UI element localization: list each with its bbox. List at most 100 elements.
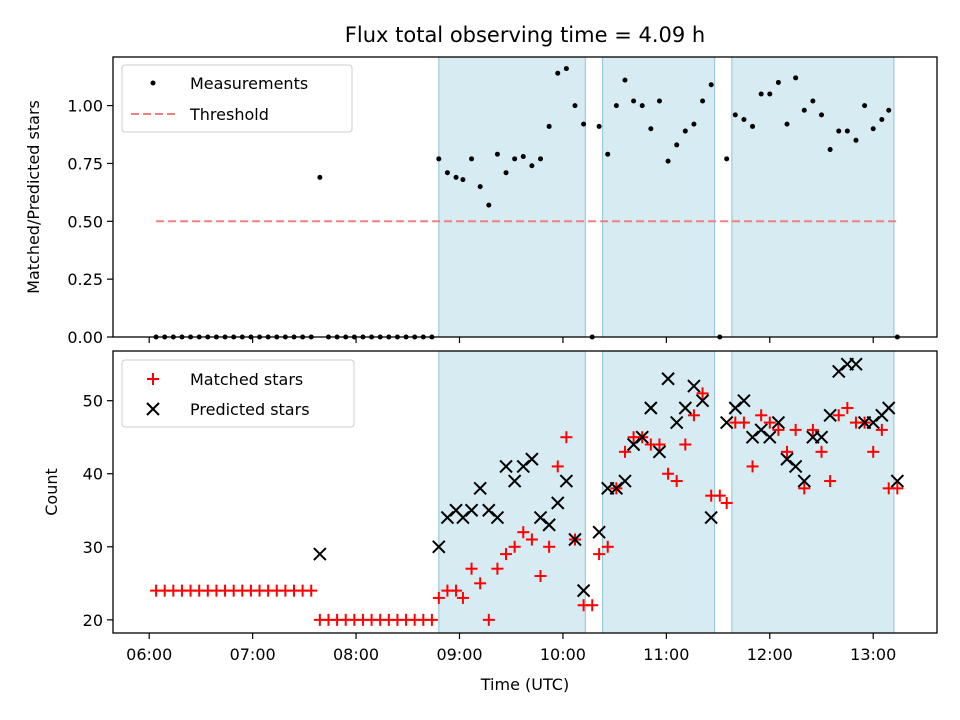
predicted-star-point — [771, 415, 786, 430]
predicted-star-point — [313, 547, 327, 561]
matched-star-point — [543, 540, 556, 553]
bottom-legend: Matched stars Predicted stars — [121, 359, 355, 428]
measurement-point — [469, 156, 475, 162]
bottom-y-tick-label: 20 — [83, 611, 103, 630]
matched-star-point — [525, 533, 538, 546]
measurement-point — [453, 174, 459, 180]
predicted-star-point — [687, 379, 701, 393]
predicted-star-point — [635, 430, 649, 444]
measurement-point — [801, 107, 807, 113]
predicted-star-point — [661, 372, 675, 386]
bottom-y-axis-label: Count — [42, 468, 61, 516]
measurement-point — [512, 156, 518, 162]
measurement-point — [529, 163, 535, 169]
matched-star-point — [696, 387, 709, 400]
bottom-legend-predicted-label: Predicted stars — [190, 400, 310, 419]
matched-star-point — [586, 599, 599, 612]
matched-star-point — [432, 591, 445, 604]
measurement-point — [622, 77, 628, 83]
x-tick-label: 12:00 — [747, 645, 793, 664]
measurement-point — [784, 121, 790, 127]
bottom-y-tick-label: 40 — [83, 465, 103, 484]
top-legend-measurements-marker — [150, 80, 156, 86]
measurement-point — [538, 156, 544, 162]
x-tick-label: 07:00 — [230, 645, 276, 664]
measurement-point — [741, 116, 747, 122]
measurement-point — [648, 126, 654, 132]
predicted-star-point — [592, 525, 606, 539]
measurement-point — [732, 112, 738, 118]
measurement-point — [758, 91, 764, 97]
x-tick-label: 10:00 — [540, 645, 586, 664]
predicted-star-point — [719, 415, 734, 430]
matched-star-point — [789, 423, 802, 436]
measurement-point — [827, 147, 833, 153]
matched-star-point — [798, 482, 811, 495]
predicted-star-point — [507, 474, 522, 488]
measurement-point — [682, 128, 688, 134]
matched-star-point — [737, 416, 750, 429]
predicted-star-point — [499, 459, 513, 474]
predicted-star-point — [882, 401, 896, 415]
matched-star-point — [755, 409, 768, 422]
matched-star-point — [781, 445, 794, 458]
measurement-point — [631, 98, 637, 104]
matched-star-point — [806, 423, 819, 436]
predicted-star-point — [551, 496, 565, 510]
predicted-star-point — [890, 474, 905, 488]
predicted-star-point — [576, 583, 591, 598]
measurement-point — [886, 107, 892, 113]
matched-star-point — [593, 548, 606, 561]
shaded-interval — [438, 56, 586, 338]
matched-star-point — [670, 475, 683, 488]
bottom-y-tick-label: 50 — [83, 392, 103, 411]
shaded-interval — [602, 56, 716, 338]
bottom-plot: 20 30 40 50 06:00 07:00 08:00 09:00 10:00 11:00 1… — [42, 350, 938, 694]
measurement-point — [793, 75, 799, 81]
matched-star-point — [491, 562, 504, 575]
measurement-point — [486, 202, 492, 208]
top-legend-measurements-label: Measurements — [190, 74, 308, 93]
top-y-tick-label: 0.75 — [67, 154, 103, 173]
predicted-star-point — [652, 445, 667, 459]
matched-star-point — [662, 467, 675, 480]
x-axis-label: Time (UTC) — [480, 675, 569, 694]
bottom-legend-box — [121, 359, 355, 428]
matched-star-point — [891, 482, 904, 495]
predicted-star-point — [432, 540, 446, 554]
measurement-point — [862, 103, 868, 109]
predicted-star-point — [525, 452, 539, 466]
measurement-point — [572, 103, 578, 109]
predicted-star-point — [669, 415, 684, 430]
matched-star-point — [456, 591, 469, 604]
matched-star-point — [305, 584, 318, 597]
matched-star-point — [653, 438, 666, 451]
predicted-star-point — [464, 503, 479, 517]
matched-star-point — [875, 423, 888, 436]
measurement-point — [317, 174, 323, 180]
top-plot-frame — [112, 56, 938, 338]
top-x-ticks — [148, 337, 874, 343]
measurement-point — [665, 158, 671, 164]
measurement-point — [520, 154, 526, 160]
measurement-point — [879, 116, 885, 122]
top-legend-box — [121, 64, 353, 133]
measurement-point — [870, 126, 876, 132]
bottom-plot-frame — [112, 350, 938, 634]
predicted-star-point — [704, 510, 718, 525]
bottom-y-tick-label: 30 — [83, 538, 103, 557]
measurement-point — [436, 156, 442, 162]
measurement-point — [700, 98, 706, 104]
matched-star-point — [450, 584, 463, 597]
matched-star-point — [482, 613, 495, 626]
matched-star-point — [425, 613, 438, 626]
measurement-point — [836, 128, 842, 134]
predicted-star-point — [737, 393, 751, 408]
matched-star-point — [841, 401, 854, 414]
matched-star-point — [508, 540, 521, 553]
top-y-ticks: 0.00 0.25 0.50 0.75 1.00 — [67, 97, 113, 347]
predicted-star-point — [763, 430, 777, 444]
measurement-point — [724, 156, 730, 162]
predicted-star-point — [473, 481, 487, 496]
